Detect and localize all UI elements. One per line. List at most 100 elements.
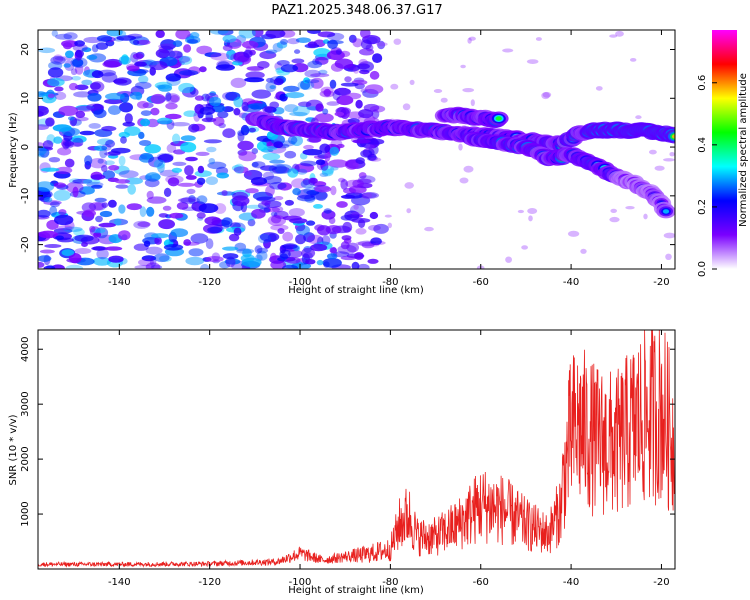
heatmap-noise-cell [40,190,53,199]
heatmap-noise-cell [288,208,305,217]
heatmap-noise-cell [366,36,378,45]
y-tick-label: 4000 [20,337,31,362]
heatmap-noise-cell [355,157,365,165]
heatmap-noise-cell [332,90,341,101]
heatmap-noise-cell [310,243,328,252]
heatmap-noise-cell [210,52,230,61]
heatmap-noise-cell [145,172,161,182]
heatmap-noise-cell [238,30,256,39]
heatmap-noise-cell [57,147,72,156]
heatmap-noise-cell [283,85,300,92]
x-tick-label: -60 [473,577,489,588]
heatmap-faint-cell [630,58,637,62]
heatmap-noise-cell [45,117,55,127]
heatmap-noise-cell [329,79,337,89]
heatmap-noise-cell [269,181,287,190]
heatmap-noise-cell [287,38,300,45]
heatmap-noise-cell [205,256,224,263]
heatmap-noise-cell [143,240,151,247]
heatmap-faint-cell [402,103,411,111]
heatmap-noise-cell [89,82,101,90]
heatmap-noise-cell [215,64,235,71]
heatmap-noise-cell [72,44,88,52]
heatmap-noise-cell [105,139,116,148]
y-tick-label: 10 [20,92,31,105]
heatmap-noise-cell [323,88,332,97]
heatmap-noise-cell [282,231,294,242]
snr-y-label: SNR (10 * v/v) [8,414,19,485]
heatmap-noise-cell [340,82,359,87]
heatmap-noise-cell [284,104,299,113]
heatmap-noise-cell [357,263,370,269]
heatmap-faint-cell [521,245,528,250]
heatmap-noise-cell [94,197,107,203]
heatmap-signal-cell [662,209,670,214]
heatmap-noise-cell [291,58,305,64]
heatmap-noise-cell [329,247,337,254]
heatmap-noise-cell [95,42,109,50]
heatmap-noise-cell [97,158,104,164]
y-tick-label: -10 [20,188,31,204]
heatmap-noise-cell [313,204,323,209]
heatmap-faint-cell [665,253,672,260]
heatmap-noise-cell [291,178,308,189]
heatmap-noise-cell [193,111,201,122]
heatmap-noise-cell [65,50,74,59]
heatmap-noise-cell [350,204,365,216]
heatmap-noise-cell [64,60,75,71]
x-tick-label: -40 [563,277,579,288]
heatmap-faint-cell [393,38,402,45]
heatmap-noise-cell [336,143,345,149]
colorbar-tick-label: 0.4 [697,137,708,153]
heatmap-noise-cell [358,192,377,199]
chart-title: PAZ1.2025.348.06.37.G17 [271,3,442,18]
heatmap-noise-cell [315,113,334,123]
heatmap-noise-cell [352,38,363,48]
heatmap-noise-cell [310,73,330,78]
heatmap-noise-cell [138,258,154,267]
heatmap-noise-cell [135,81,152,90]
heatmap-noise-cell [342,221,353,233]
heatmap-noise-cell [372,53,383,63]
heatmap-noise-cell [172,133,181,144]
heatmap-noise-cell [321,165,335,175]
heatmap-noise-cell [196,45,213,55]
heatmap-noise-cell [178,82,195,94]
heatmap-noise-cell [151,233,169,239]
heatmap-faint-cell [654,165,665,171]
heatmap-noise-cell [140,110,152,116]
heatmap-noise-cell [195,151,210,156]
heatmap-noise-cell [360,30,371,39]
heatmap-noise-cell [93,145,108,151]
heatmap-noise-cell [165,113,182,120]
heatmap-noise-cell [269,159,285,164]
heatmap-noise-cell [369,70,380,80]
heatmap-noise-cell [126,203,142,211]
heatmap-noise-cell [236,248,255,254]
heatmap-noise-cell [158,43,177,50]
heatmap-noise-cell [222,246,239,251]
heatmap-noise-cell [196,212,206,219]
heatmap-noise-cell [325,225,342,235]
heatmap-noise-cell [183,241,200,246]
heatmap-faint-cell [609,216,620,223]
heatmap-noise-cell [104,98,124,105]
heatmap-noise-cell [203,139,222,144]
heatmap-noise-cell [296,225,310,236]
heatmap-noise-cell [328,216,336,225]
heatmap-noise-cell [318,69,328,75]
heatmap-noise-cell [243,49,253,58]
heatmap-noise-cell [330,185,337,196]
heatmap-noise-cell [292,188,301,196]
heatmap-noise-cell [185,175,197,180]
heatmap-noise-cell [169,95,180,103]
x-tick-label: -140 [108,577,131,588]
heatmap-noise-cell [157,153,174,163]
heatmap-faint-cell [353,67,360,74]
heatmap-noise-cell [327,39,338,49]
heatmap-noise-cell [44,244,62,248]
heatmap-noise-cell [287,136,298,145]
heatmap-noise-cell [336,201,348,208]
heatmap-noise-cell [140,118,151,127]
